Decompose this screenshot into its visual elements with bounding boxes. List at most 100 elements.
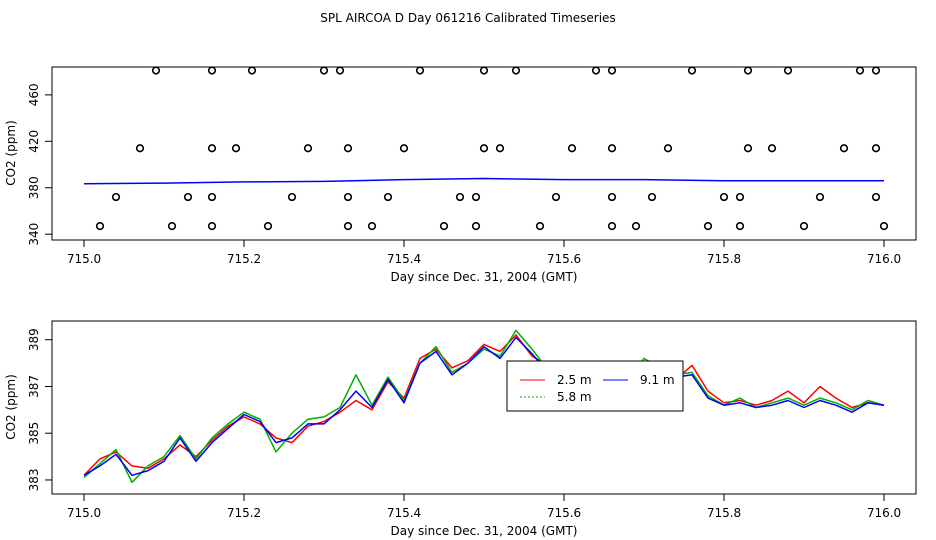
data-point <box>263 221 273 231</box>
data-point <box>151 66 161 75</box>
top-y-axis: 340 380 420 460 <box>27 83 52 246</box>
y-tick-label: 389 <box>27 328 41 351</box>
bottom-panel: 715.0 715.2 715.4 715.6 715.8 716.0 383 385 387… <box>4 320 917 538</box>
y-tick-label: 420 <box>27 130 41 153</box>
x-tick-label: 715.6 <box>547 252 581 266</box>
x-tick-label: 716.0 <box>867 252 901 266</box>
data-point <box>479 66 489 75</box>
data-point <box>95 221 105 231</box>
data-point <box>495 144 505 153</box>
x-tick-label: 715.6 <box>547 506 581 520</box>
data-point <box>343 192 353 202</box>
data-point <box>743 66 753 75</box>
data-point <box>207 66 217 75</box>
data-point <box>207 221 217 231</box>
x-tick-label: 715.0 <box>67 252 101 266</box>
x-tick-label: 715.8 <box>707 252 741 266</box>
top-points-layer <box>95 66 889 231</box>
x-tick-label: 715.4 <box>387 506 421 520</box>
data-point <box>607 66 617 75</box>
data-point <box>687 66 697 75</box>
data-point <box>111 192 121 202</box>
data-point <box>247 66 257 75</box>
x-tick-label: 715.4 <box>387 252 421 266</box>
bottom-y-axis: 383 385 387 389 <box>27 328 52 491</box>
data-point <box>879 221 889 231</box>
data-point <box>319 66 329 75</box>
figure-title: SPL AIRCOA D Day 061216 Calibrated Times… <box>320 11 615 25</box>
data-point <box>343 221 353 231</box>
data-point <box>399 144 409 153</box>
data-point <box>815 192 825 202</box>
y-tick-label: 380 <box>27 176 41 199</box>
data-point <box>663 144 673 153</box>
data-point <box>799 221 809 231</box>
y-tick-label: 385 <box>27 422 41 445</box>
data-point <box>607 144 617 153</box>
data-point <box>607 221 617 231</box>
top-panel: 715.0 715.2 715.4 715.6 715.8 716.0 340 380 420… <box>4 66 917 284</box>
bottom-x-axis-label: Day since Dec. 31, 2004 (GMT) <box>391 524 578 538</box>
data-point <box>287 192 297 202</box>
data-point <box>183 192 193 202</box>
data-point <box>479 144 489 153</box>
top-y-axis-label: CO2 (ppm) <box>4 120 18 186</box>
bottom-x-axis: 715.0 715.2 715.4 715.6 715.8 716.0 <box>67 494 901 520</box>
x-tick-label: 715.8 <box>707 506 741 520</box>
data-point <box>735 221 745 231</box>
x-tick-label: 715.2 <box>227 252 261 266</box>
data-point <box>567 144 577 153</box>
data-point <box>607 192 617 202</box>
bottom-y-axis-label: CO2 (ppm) <box>4 374 18 440</box>
data-point <box>135 144 145 153</box>
legend-label-5-8m: 5.8 m <box>557 390 592 404</box>
top-x-axis-label: Day since Dec. 31, 2004 (GMT) <box>391 270 578 284</box>
data-point <box>839 144 849 153</box>
data-point <box>871 66 881 75</box>
data-point <box>871 192 881 202</box>
x-tick-label: 715.2 <box>227 506 261 520</box>
series-line-5-8-m <box>83 329 885 484</box>
data-point <box>471 221 481 231</box>
legend: 2.5 m 5.8 m 9.1 m <box>506 360 684 412</box>
data-point <box>415 66 425 75</box>
bottom-plot-frame <box>51 320 917 495</box>
data-point <box>551 192 561 202</box>
data-point <box>167 221 177 231</box>
y-tick-label: 383 <box>27 469 41 492</box>
bottom-series-layer <box>83 329 885 484</box>
data-point <box>303 144 313 153</box>
legend-label-9-1m: 9.1 m <box>640 373 675 387</box>
legend-box <box>506 360 684 412</box>
x-tick-label: 716.0 <box>867 506 901 520</box>
data-point <box>383 192 393 202</box>
data-point <box>471 192 481 202</box>
data-point <box>719 192 729 202</box>
data-point <box>631 221 641 231</box>
top-x-axis: 715.0 715.2 715.4 715.6 715.8 716.0 <box>67 240 901 266</box>
data-point <box>735 192 745 202</box>
data-point <box>703 221 713 231</box>
data-point <box>783 66 793 75</box>
x-tick-label: 715.0 <box>67 506 101 520</box>
y-tick-label: 387 <box>27 375 41 398</box>
data-point <box>767 144 777 153</box>
series-line-baseline <box>83 177 884 185</box>
data-point <box>855 66 865 75</box>
top-series-layer <box>83 177 884 185</box>
data-point <box>231 144 241 153</box>
data-point <box>511 66 521 75</box>
legend-label-2-5m: 2.5 m <box>557 373 592 387</box>
data-point <box>871 144 881 153</box>
data-point <box>535 221 545 231</box>
data-point <box>207 192 217 202</box>
y-tick-label: 340 <box>27 223 41 246</box>
y-tick-label: 460 <box>27 83 41 106</box>
data-point <box>455 192 465 202</box>
data-point <box>439 221 449 231</box>
data-point <box>591 66 601 75</box>
data-point <box>743 144 753 153</box>
series-line-9-1-m <box>83 336 885 477</box>
data-point <box>343 144 353 153</box>
